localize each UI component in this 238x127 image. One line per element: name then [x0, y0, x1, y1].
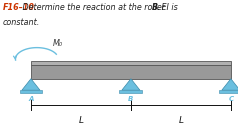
Polygon shape [22, 79, 40, 90]
Text: B.: B. [152, 3, 161, 12]
Text: L: L [178, 116, 183, 125]
Text: Determine the reaction at the roller: Determine the reaction at the roller [20, 3, 168, 12]
Text: M₀: M₀ [52, 39, 63, 48]
Bar [20, 90, 42, 93]
Bar [219, 90, 238, 93]
Polygon shape [122, 79, 140, 90]
Text: A: A [28, 96, 34, 102]
Text: constant.: constant. [2, 18, 40, 27]
Text: EI is: EI is [159, 3, 178, 12]
Text: B: B [128, 96, 134, 102]
Text: L: L [78, 116, 84, 125]
Bar [31, 61, 231, 65]
Polygon shape [222, 79, 238, 90]
Text: C: C [228, 96, 233, 102]
Text: F16–10.: F16–10. [2, 3, 37, 12]
Bar [119, 90, 142, 93]
Bar [31, 65, 231, 79]
